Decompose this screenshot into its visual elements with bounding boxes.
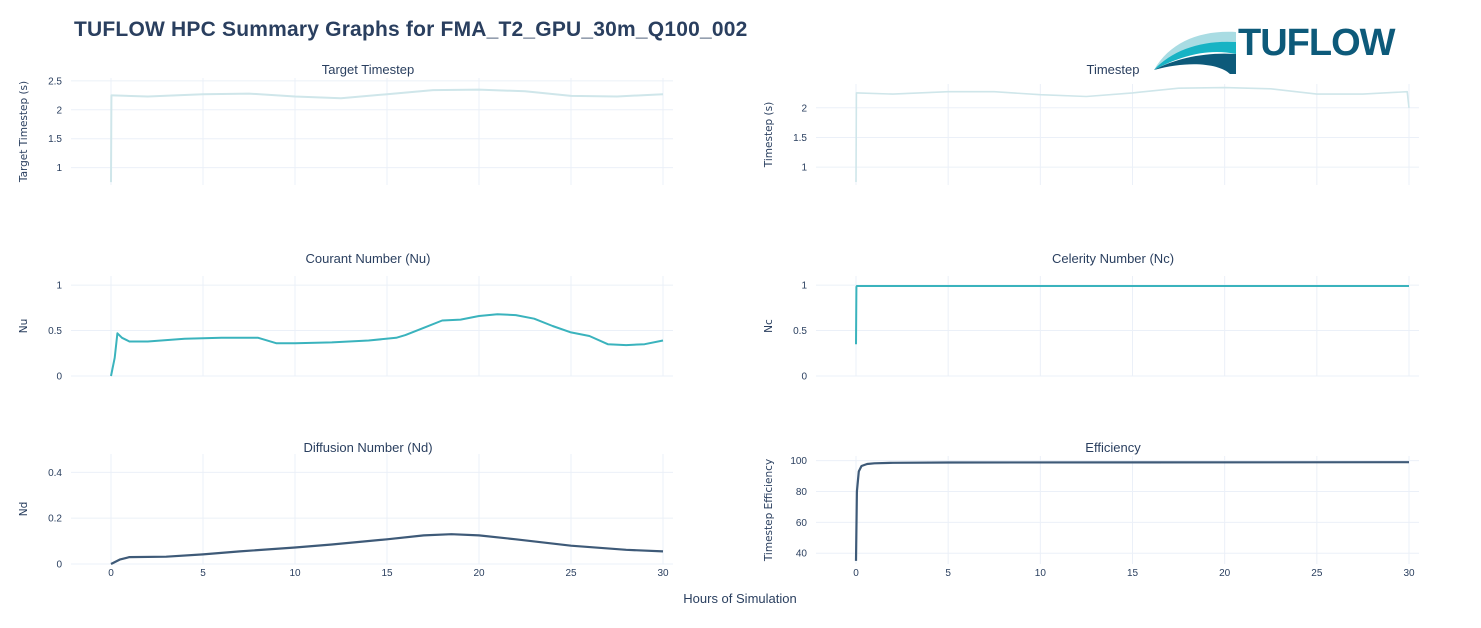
y-tick-label: 2 bbox=[801, 103, 807, 114]
courant-number-chart: 0 0.5 1 Courant Number (Nu) Nu bbox=[18, 251, 673, 383]
y-tick-label: 0.5 bbox=[793, 326, 807, 337]
y-axis-label: Timestep Efficiency bbox=[763, 459, 775, 562]
y-tick-label: 0.2 bbox=[48, 514, 62, 525]
y-tick-label: 100 bbox=[790, 456, 807, 467]
timestep-chart: 1 1.5 2 Timestep Timestep (s) bbox=[763, 62, 1419, 185]
subplot-title: Celerity Number (Nc) bbox=[1052, 251, 1174, 266]
y-tick-label: 60 bbox=[796, 518, 808, 529]
wave-logo-icon bbox=[1154, 31, 1236, 74]
diffusion-number-chart: 0 0.2 0.4 Diffusion Number (Nd) Nd 0 5 10 15 20 25… bbox=[18, 440, 673, 579]
y-tick-label: 0 bbox=[56, 372, 62, 383]
x-tick-label: 20 bbox=[473, 568, 485, 579]
x-tick-label: 5 bbox=[200, 568, 206, 579]
y-tick-label: 1 bbox=[56, 163, 62, 174]
y-axis-label: Timestep (s) bbox=[763, 102, 775, 168]
x-tick-label: 25 bbox=[565, 568, 577, 579]
page-title: TUFLOW HPC Summary Graphs for FMA_T2_GPU… bbox=[74, 18, 748, 41]
target-timestep-chart: 1 1.5 2 2.5 Target Timestep Target Timestep (… bbox=[18, 62, 673, 185]
y-tick-label: 2 bbox=[56, 105, 62, 116]
y-tick-label: 0.5 bbox=[48, 326, 62, 337]
subplot-title: Courant Number (Nu) bbox=[306, 251, 431, 266]
subplot-title: Target Timestep bbox=[322, 62, 415, 77]
y-axis-label: Target Timestep (s) bbox=[18, 81, 30, 183]
y-tick-label: 0 bbox=[801, 372, 807, 383]
y-tick-label: 1.5 bbox=[48, 134, 62, 145]
x-tick-label: 0 bbox=[853, 568, 859, 579]
x-tick-label: 25 bbox=[1311, 568, 1323, 579]
x-tick-label: 0 bbox=[108, 568, 114, 579]
x-tick-label: 10 bbox=[1035, 568, 1047, 579]
subplot-title: Timestep bbox=[1087, 62, 1140, 77]
celerity-number-chart: 0 0.5 1 Celerity Number (Nc) Nc bbox=[763, 251, 1419, 383]
y-axis-label: Nu bbox=[18, 319, 30, 334]
efficiency-chart: 40 60 80 100 Efficiency Timestep Efficiency 0 5… bbox=[763, 440, 1419, 579]
y-tick-label: 1 bbox=[801, 281, 807, 292]
y-tick-label: 1 bbox=[801, 163, 807, 174]
data-series-line bbox=[110, 88, 664, 183]
x-tick-label: 30 bbox=[1403, 568, 1415, 579]
y-tick-label: 2.5 bbox=[48, 76, 62, 87]
x-tick-label: 15 bbox=[1127, 568, 1139, 579]
y-tick-label: 1.5 bbox=[793, 133, 807, 144]
tuflow-logo: TUFLOW bbox=[1150, 20, 1440, 76]
subplot-title: Diffusion Number (Nd) bbox=[303, 440, 432, 455]
y-tick-label: 40 bbox=[796, 549, 808, 560]
x-tick-label: 5 bbox=[945, 568, 951, 579]
x-tick-label: 15 bbox=[381, 568, 393, 579]
subplot-title: Efficiency bbox=[1085, 440, 1141, 455]
x-tick-label: 10 bbox=[289, 568, 301, 579]
x-tick-label: 20 bbox=[1219, 568, 1231, 579]
x-tick-label: 30 bbox=[657, 568, 669, 579]
data-series-line bbox=[855, 285, 1409, 345]
y-tick-label: 1 bbox=[56, 281, 62, 292]
data-series-line bbox=[855, 86, 1410, 183]
data-series-line bbox=[854, 461, 1410, 561]
y-tick-label: 0.4 bbox=[48, 468, 62, 479]
y-tick-label: 80 bbox=[796, 487, 808, 498]
y-axis-label: Nd bbox=[18, 502, 30, 517]
data-series-line bbox=[110, 313, 664, 377]
y-axis-label: Nc bbox=[763, 319, 775, 333]
data-series-line bbox=[110, 533, 664, 565]
x-axis-label: Hours of Simulation bbox=[683, 591, 796, 606]
logo-wordmark: TUFLOW bbox=[1238, 22, 1396, 64]
y-tick-label: 0 bbox=[56, 560, 62, 571]
